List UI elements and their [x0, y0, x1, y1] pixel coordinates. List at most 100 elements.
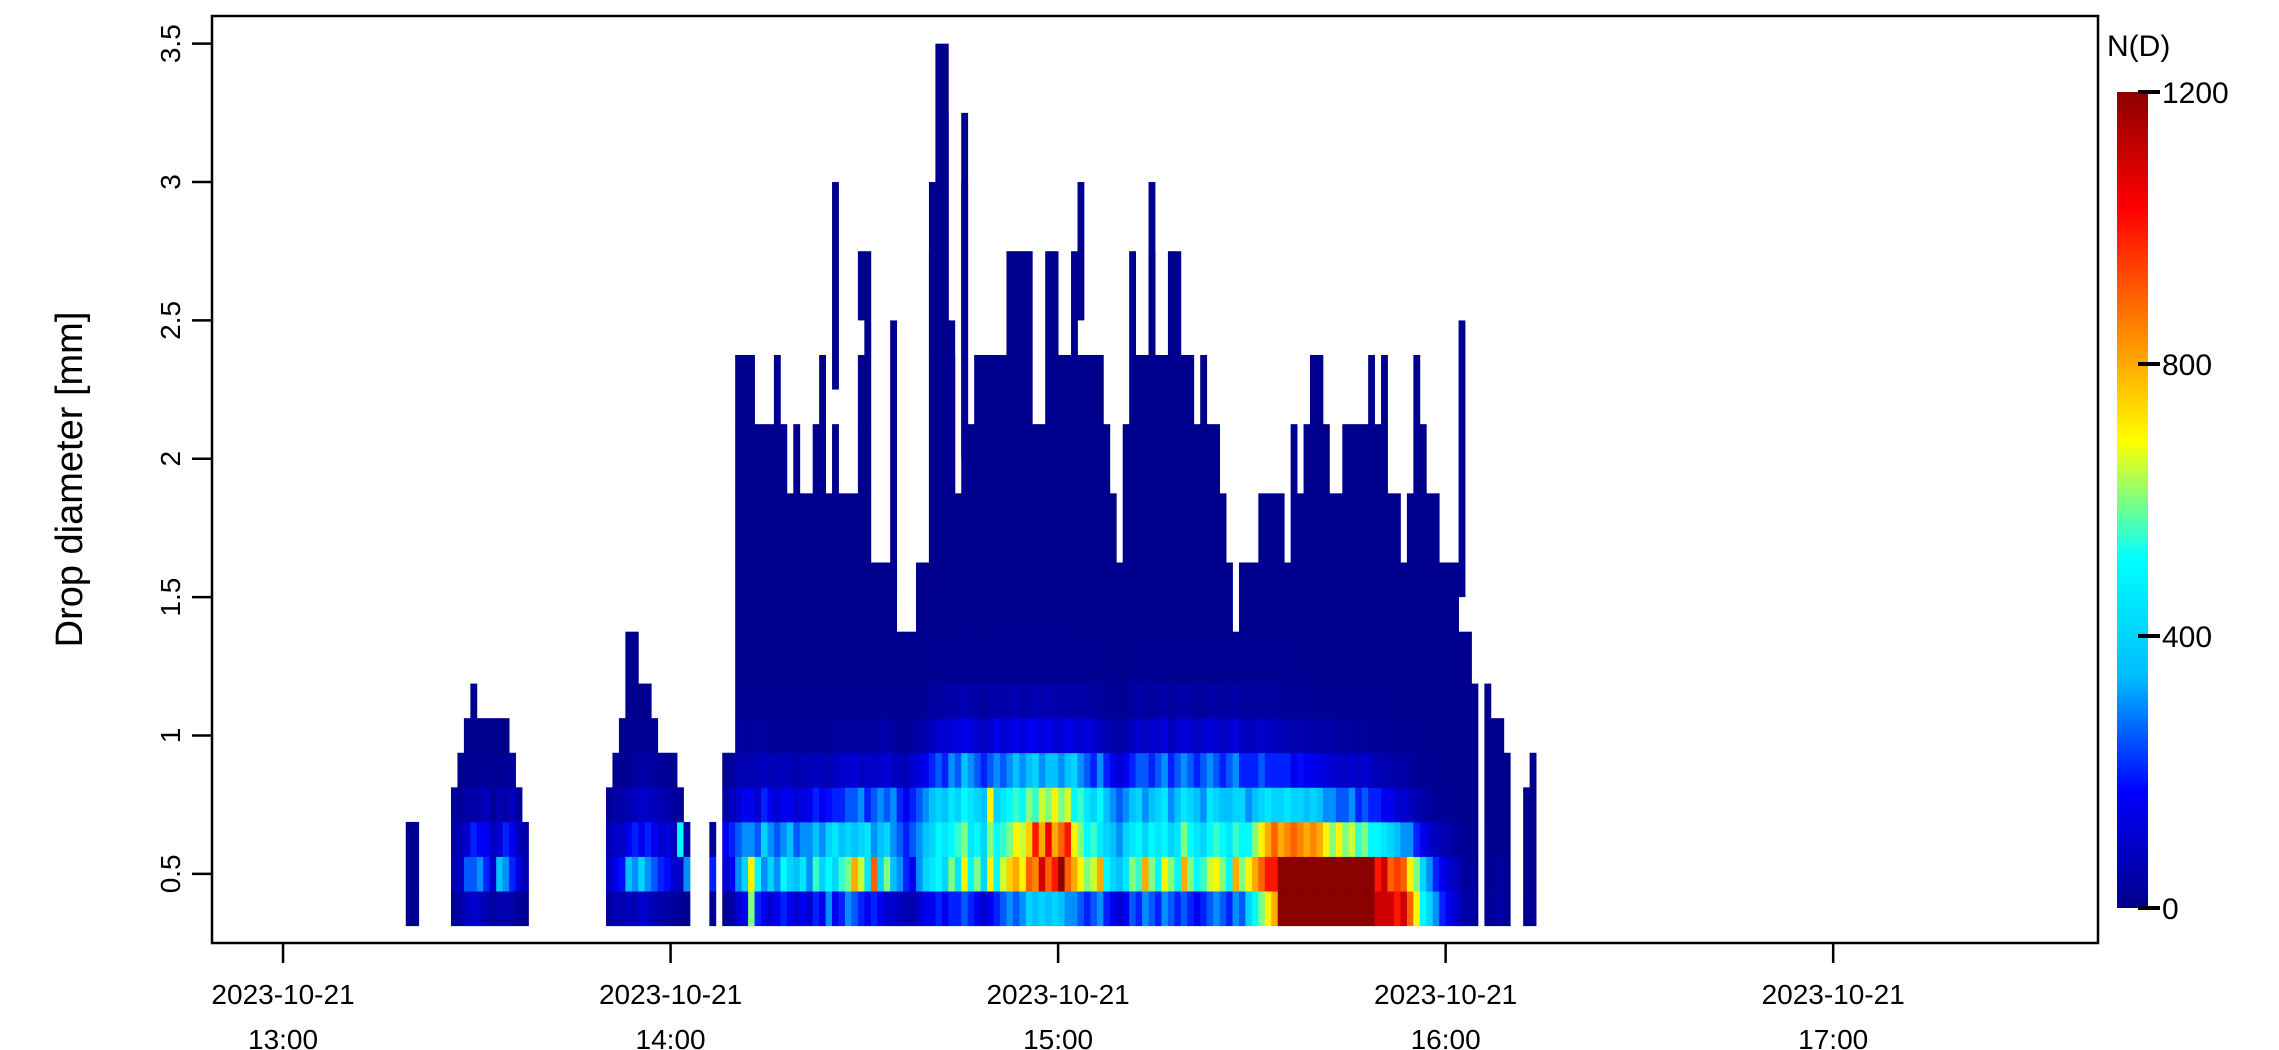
- heatmap-cell: [1077, 718, 1085, 754]
- heatmap-cell: [767, 562, 775, 633]
- heatmap-cell: [909, 787, 917, 823]
- heatmap-cell: [1077, 182, 1085, 321]
- heatmap-cell: [748, 493, 755, 563]
- heatmap-cell: [987, 891, 994, 927]
- heatmap-cell: [457, 821, 465, 857]
- heatmap-cell: [625, 718, 633, 754]
- heatmap-cell: [954, 891, 962, 927]
- heatmap-cell: [496, 856, 504, 892]
- heatmap-cell: [890, 683, 898, 719]
- heatmap-cell: [1471, 821, 1479, 857]
- heatmap-cell: [754, 891, 762, 927]
- heatmap-cell: [509, 752, 516, 788]
- heatmap-cell: [644, 683, 652, 719]
- heatmap-cell: [489, 752, 497, 788]
- heatmap-cell: [812, 891, 820, 927]
- heatmap-cell: [987, 631, 994, 684]
- heatmap-cell: [806, 493, 814, 563]
- heatmap-cell: [496, 718, 504, 754]
- heatmap-cell: [967, 631, 975, 684]
- heatmap-cell: [773, 631, 781, 684]
- heatmap-cell: [1148, 752, 1156, 788]
- heatmap-cell: [1503, 856, 1511, 892]
- heatmap-cell: [1219, 718, 1227, 754]
- heatmap-cell: [1083, 354, 1091, 425]
- heatmap-cell: [1213, 562, 1220, 633]
- heatmap-cell: [1361, 424, 1369, 494]
- heatmap-cell: [1096, 718, 1104, 754]
- heatmap-cell: [1187, 493, 1195, 563]
- heatmap-cell: [1264, 562, 1272, 633]
- heatmap-cell: [1167, 787, 1175, 823]
- heatmap-cell: [1322, 752, 1330, 788]
- heatmap-cell: [1019, 683, 1027, 719]
- heatmap-cell: [1051, 856, 1059, 892]
- heatmap-cell: [890, 718, 898, 754]
- heatmap-cell: [1406, 493, 1414, 563]
- heatmap-cell: [1012, 631, 1020, 684]
- heatmap-cell: [1155, 683, 1162, 719]
- heatmap-cell: [1219, 856, 1227, 892]
- heatmap-cell: [1381, 631, 1388, 684]
- heatmap-cell: [916, 856, 923, 892]
- heatmap-cell: [670, 856, 678, 892]
- heatmap-cell: [935, 787, 943, 823]
- heatmap-cell: [1045, 891, 1053, 927]
- heatmap-cell: [1368, 631, 1375, 684]
- heatmap-cell: [1355, 718, 1363, 754]
- heatmap-cell: [1058, 354, 1065, 425]
- heatmap-cell: [967, 562, 975, 633]
- heatmap-cell: [1322, 424, 1330, 494]
- heatmap-cell: [1490, 856, 1498, 892]
- heatmap-cell: [722, 752, 730, 788]
- heatmap-cell: [793, 856, 801, 892]
- heatmap-cell: [999, 891, 1007, 927]
- heatmap-cell: [1348, 683, 1356, 719]
- heatmap-cell: [793, 891, 801, 927]
- heatmap-cell: [1174, 718, 1182, 754]
- heatmap-cell: [851, 718, 859, 754]
- heatmap-cell: [457, 856, 465, 892]
- heatmap-cell: [999, 821, 1007, 857]
- heatmap-cell: [522, 821, 529, 857]
- heatmap-cell: [1122, 493, 1130, 563]
- heatmap-cell: [638, 787, 646, 823]
- heatmap-cell: [1471, 787, 1479, 823]
- heatmap-cell: [509, 821, 516, 857]
- heatmap-cell: [1490, 718, 1498, 754]
- heatmap-cell: [1006, 683, 1014, 719]
- heatmap-cell: [1419, 424, 1427, 494]
- heatmap-cell: [1432, 631, 1440, 684]
- heatmap-cell: [851, 787, 859, 823]
- heatmap-cell: [1083, 631, 1091, 684]
- heatmap-cell: [799, 683, 807, 719]
- heatmap-cell: [916, 891, 923, 927]
- heatmap-cell: [1238, 821, 1246, 857]
- heatmap-cell: [864, 631, 872, 684]
- heatmap-cell: [1355, 752, 1363, 788]
- heatmap-cell: [1077, 493, 1085, 563]
- heatmap-cell: [1155, 493, 1162, 563]
- heatmap-cell: [1038, 787, 1046, 823]
- heatmap-cell: [844, 856, 852, 892]
- heatmap-cell: [993, 752, 1001, 788]
- heatmap-cell: [935, 821, 943, 857]
- heatmap-cell: [1381, 562, 1388, 633]
- heatmap-cell: [664, 752, 671, 788]
- heatmap-cell: [735, 752, 743, 788]
- heatmap-cell: [1393, 752, 1401, 788]
- heatmap-cell: [496, 891, 504, 927]
- heatmap-cell: [1348, 424, 1356, 494]
- heatmap-cell: [922, 562, 930, 633]
- heatmap-cell: [1045, 562, 1053, 633]
- y-tick-label: 1: [155, 728, 186, 744]
- heatmap-cell: [1245, 821, 1253, 857]
- heatmap-cell: [1251, 562, 1259, 633]
- heatmap-cell: [832, 891, 839, 927]
- heatmap-cell: [1342, 683, 1350, 719]
- heatmap-cell: [1077, 354, 1085, 425]
- heatmap-cell: [896, 891, 904, 927]
- heatmap-cell: [999, 562, 1007, 633]
- heatmap-cell: [1180, 856, 1188, 892]
- colorbar-tick-label: 1200: [2162, 77, 2229, 110]
